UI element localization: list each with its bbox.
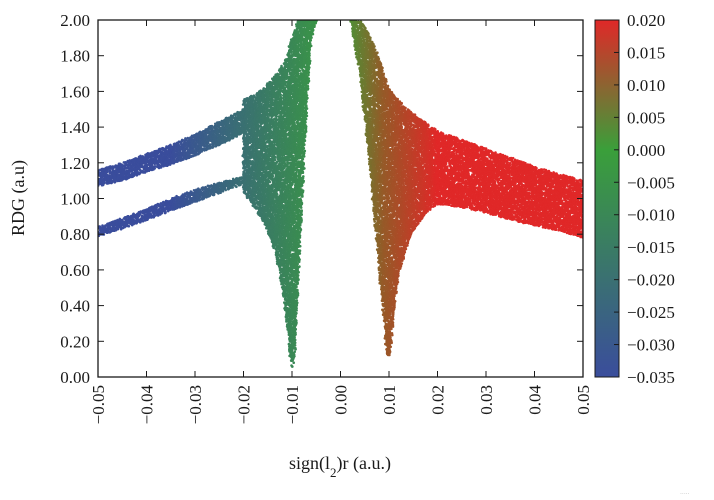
scatter-point [155,206,158,209]
scatter-point [256,142,259,145]
scatter-point [213,194,216,197]
scatter-point [255,198,258,201]
scatter-point [253,189,256,192]
scatter-point [248,177,251,180]
scatter-point [211,125,214,128]
scatter-point [212,145,215,148]
scatter-point [249,148,252,151]
scatter-points-layer [96,19,585,368]
series-band-upper-left-wing [96,108,246,187]
scatter-point [132,175,135,178]
scatter-point [164,161,167,164]
scatter-point [245,131,248,134]
scatter-point [224,189,227,192]
scatter-point [157,160,160,163]
scatter-point [177,143,180,146]
scatter-point [153,214,156,217]
scatter-point [227,121,230,124]
scatter-point [153,167,156,170]
scatter-point [128,225,131,228]
scatter-point [235,113,238,116]
scatter-point [161,212,164,215]
scatter-point [103,182,106,185]
scatter-point [120,179,123,182]
scatter-point [209,143,212,146]
scatter-point [227,188,230,191]
series-band-lower-left-wing [96,176,246,237]
scatter-point [255,136,258,139]
scatter-point [164,211,167,214]
series-band-left-spike [241,19,317,368]
scatter-point [183,150,186,153]
scatter-point [259,205,262,208]
scatter-point [132,159,135,162]
scatter-point [179,151,182,154]
scatter-point [234,185,237,188]
scatter-point [159,148,162,151]
scatter-point [208,194,211,197]
